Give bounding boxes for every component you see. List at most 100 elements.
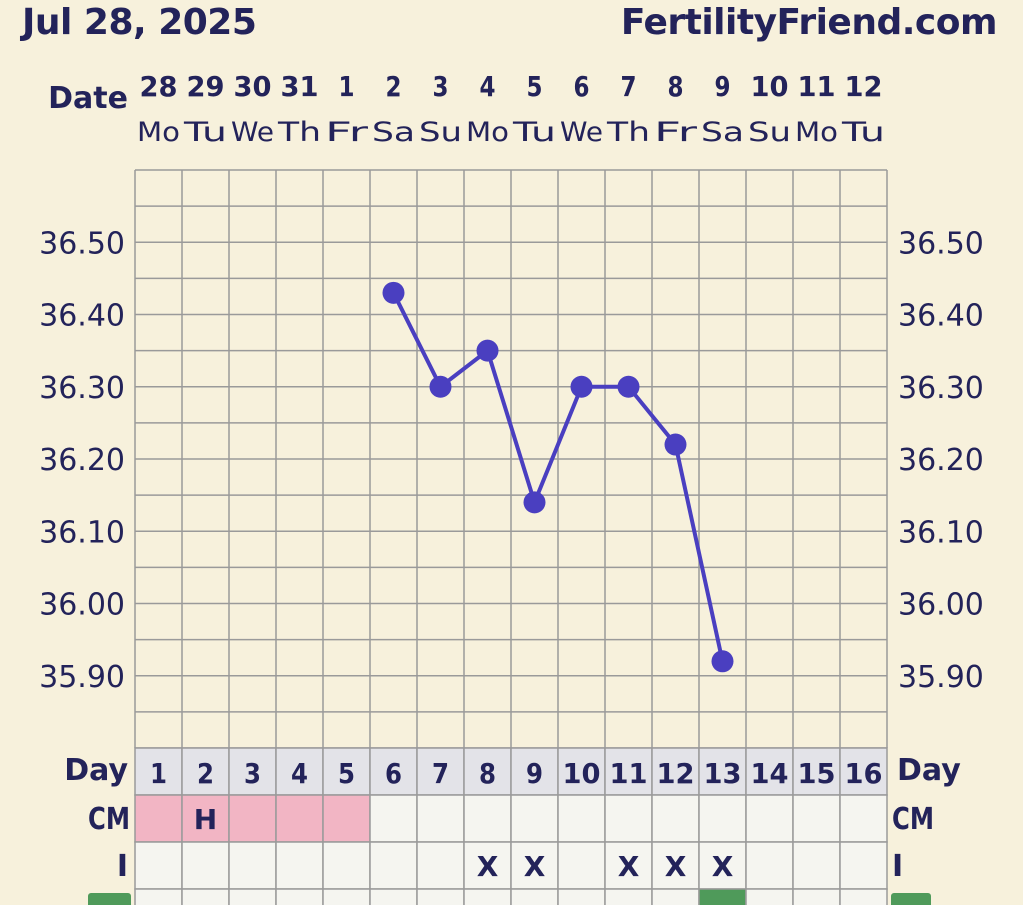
day-number: 5 — [338, 757, 355, 790]
date-tick: 8 — [668, 70, 684, 103]
date-tick: 7 — [621, 70, 637, 103]
intercourse-cell — [181, 841, 230, 890]
y-tick-left: 36.10 — [39, 515, 125, 550]
next-row-cell — [557, 888, 606, 905]
day-row-label: Day — [64, 753, 128, 788]
cm-cell — [228, 794, 277, 843]
intercourse-mark: X — [712, 850, 734, 883]
y-tick-right: 36.50 — [898, 226, 984, 261]
temperature-point — [382, 281, 405, 304]
intercourse-row-label: I — [117, 849, 128, 884]
y-tick-right: 36.20 — [898, 443, 984, 478]
weekday-tick: Su — [419, 117, 462, 148]
site-name[interactable]: FertilityFriend.com — [620, 2, 998, 43]
next-row-label-left — [88, 893, 131, 905]
intercourse-cell — [322, 841, 371, 890]
y-tick-right: 36.40 — [898, 299, 984, 334]
weekday-tick: Mo — [795, 117, 838, 148]
temperature-point — [429, 375, 452, 398]
weekday-tick: Th — [606, 117, 650, 148]
y-tick-right: 36.00 — [898, 588, 984, 623]
weekday-tick: Fr — [654, 117, 699, 148]
cm-cell — [651, 794, 700, 843]
day-cell — [557, 747, 606, 796]
day-number: 9 — [526, 757, 543, 790]
date-tick: 29 — [187, 70, 225, 103]
temperature-point — [570, 375, 593, 398]
day-number: 14 — [751, 757, 789, 790]
temperature-point — [664, 433, 687, 456]
day-cell — [651, 747, 700, 796]
intercourse-cell — [510, 841, 559, 890]
intercourse-cell — [839, 841, 888, 890]
day-cell — [698, 747, 747, 796]
day-number: 3 — [244, 757, 261, 790]
next-row-cell — [228, 888, 277, 905]
y-tick-left: 35.90 — [39, 660, 125, 695]
cm-cell — [463, 794, 512, 843]
intercourse-cell — [275, 841, 324, 890]
cm-cell — [792, 794, 841, 843]
weekday-tick: Mo — [137, 117, 180, 148]
day-cell — [604, 747, 653, 796]
weekday-tick: Tu — [512, 117, 556, 148]
day-cell — [275, 747, 324, 796]
cm-value: H — [194, 803, 217, 836]
intercourse-cell — [134, 841, 183, 890]
y-tick-left: 36.30 — [39, 371, 125, 406]
date-tick: 10 — [751, 70, 789, 103]
date-tick: 11 — [798, 70, 836, 103]
day-number: 16 — [845, 757, 883, 790]
weekday-tick: Sa — [372, 117, 415, 148]
next-row-cell — [416, 888, 465, 905]
cm-cell — [698, 794, 747, 843]
y-tick-left: 36.20 — [39, 443, 125, 478]
day-cell — [181, 747, 230, 796]
weekday-tick: Tu — [841, 117, 885, 148]
next-row-cell — [698, 888, 747, 905]
intercourse-mark: X — [665, 850, 687, 883]
next-row-cell — [510, 888, 559, 905]
date-axis-label: Date — [48, 81, 128, 116]
day-cell — [416, 747, 465, 796]
date-tick: 2 — [386, 70, 402, 103]
intercourse-cell — [792, 841, 841, 890]
intercourse-cell — [651, 841, 700, 890]
next-row-cell — [745, 888, 794, 905]
day-number: 2 — [197, 757, 214, 790]
date-tick: 3 — [433, 70, 449, 103]
weekday-tick: Su — [748, 117, 791, 148]
day-number: 13 — [704, 757, 742, 790]
intercourse-cell — [604, 841, 653, 890]
next-row-cell — [134, 888, 183, 905]
temperature-point — [617, 375, 640, 398]
cm-row-label-right: CM — [892, 802, 934, 837]
intercourse-cell — [557, 841, 606, 890]
y-tick-right: 36.10 — [898, 515, 984, 550]
cm-cell — [510, 794, 559, 843]
temperature-point — [476, 339, 499, 362]
day-number: 4 — [291, 757, 308, 790]
day-number: 11 — [610, 757, 648, 790]
cm-cell — [181, 794, 230, 843]
day-cell — [369, 747, 418, 796]
temperature-point — [523, 491, 546, 514]
intercourse-cell — [416, 841, 465, 890]
cm-cell — [322, 794, 371, 843]
next-row-cell — [463, 888, 512, 905]
date-tick: 1 — [339, 70, 355, 103]
day-cell — [839, 747, 888, 796]
intercourse-mark: X — [477, 850, 499, 883]
next-row-label-right — [891, 893, 931, 905]
intercourse-cell — [745, 841, 794, 890]
chart-date: Jul 28, 2025 — [22, 2, 257, 43]
y-tick-right: 35.90 — [898, 660, 984, 695]
cm-cell — [369, 794, 418, 843]
intercourse-cell — [369, 841, 418, 890]
intercourse-mark: X — [524, 850, 546, 883]
day-number: 8 — [479, 757, 496, 790]
y-tick-right: 36.30 — [898, 371, 984, 406]
date-tick: 5 — [527, 70, 543, 103]
day-number: 10 — [563, 757, 601, 790]
